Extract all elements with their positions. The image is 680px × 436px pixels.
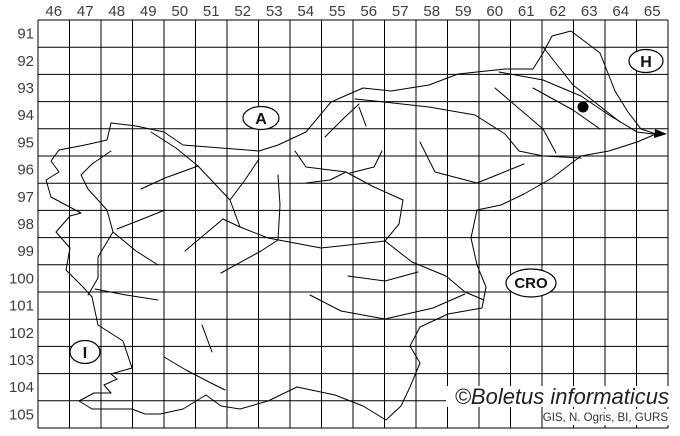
hungary-ellipse [628, 48, 664, 74]
grid-labels: 46 47 48 49 50 51 52 53 54 55 56 57 58 59 60 61 62 63 64 65… [9, 3, 661, 423]
copyright-background [446, 386, 672, 407]
river-sora [184, 218, 241, 252]
credits: ©Boletus informaticus GIS, N. Ogris, BI,… [446, 384, 672, 425]
col-label-46: 46 [45, 3, 62, 20]
river-mura [498, 71, 654, 135]
row-label-92: 92 [17, 53, 34, 70]
row-label-96: 96 [17, 162, 34, 179]
row-label-102: 102 [9, 325, 34, 342]
col-label-59: 59 [455, 3, 472, 20]
col-label-49: 49 [140, 3, 157, 20]
river-ledava [542, 46, 621, 123]
river-drava [354, 98, 582, 159]
country-label-italy: I [69, 339, 101, 365]
col-label-64: 64 [612, 3, 629, 20]
row-label-100: 100 [9, 270, 34, 287]
country-label-croatia: CRO [505, 268, 557, 298]
col-label-48: 48 [108, 3, 125, 20]
river-mislinja [358, 106, 367, 127]
italy-ellipse [69, 339, 101, 365]
col-label-57: 57 [392, 3, 409, 20]
col-label-56: 56 [360, 3, 377, 20]
col-label-50: 50 [171, 3, 188, 20]
austria-letter: A [255, 111, 267, 128]
row-label-94: 94 [17, 107, 34, 124]
river-kokra [229, 158, 260, 201]
italy-letter: I [83, 345, 87, 362]
col-label-63: 63 [581, 3, 598, 20]
river-baca [116, 209, 166, 230]
river-meza [324, 103, 360, 138]
hungary-letter: H [640, 54, 652, 71]
croatia-ellipse [505, 268, 557, 298]
river-dravinja [419, 141, 525, 184]
river-network [80, 46, 667, 391]
attribution-text: GIS, N. Ogris, BI, GURS [543, 412, 669, 424]
col-label-62: 62 [549, 3, 566, 20]
river-soca [80, 150, 114, 296]
col-label-47: 47 [77, 3, 94, 20]
country-label-austria: A [242, 105, 280, 131]
col-label-65: 65 [644, 3, 661, 20]
river-ljubljanica [220, 239, 279, 274]
row-label-105: 105 [9, 406, 34, 423]
river-kamniska-bistrica [277, 174, 281, 241]
row-label-99: 99 [17, 243, 34, 260]
col-label-53: 53 [266, 3, 283, 20]
col-label-60: 60 [486, 3, 503, 20]
col-label-58: 58 [423, 3, 440, 20]
col-label-51: 51 [203, 3, 220, 20]
river-krka [309, 293, 466, 320]
river-reka [163, 356, 226, 391]
row-label-104: 104 [9, 379, 34, 396]
river-dreta [305, 171, 347, 184]
croatia-letters: CRO [514, 275, 548, 292]
river-idrijca [112, 231, 159, 266]
row-label-101: 101 [9, 298, 34, 315]
row-label-98: 98 [17, 216, 34, 233]
mura-outflow-arrow [654, 129, 667, 138]
col-label-61: 61 [518, 3, 535, 20]
river-mirna [347, 271, 419, 282]
row-label-91: 91 [17, 26, 34, 43]
attribution-background [546, 409, 672, 425]
copyright-text: ©Boletus informaticus [455, 384, 669, 409]
slovenia-border [45, 30, 657, 421]
river-sava-bohinjka [140, 165, 199, 190]
river-savinja [294, 150, 404, 242]
row-label-97: 97 [17, 189, 34, 206]
col-label-55: 55 [329, 3, 346, 20]
river-scavnica [532, 87, 601, 130]
row-label-103: 103 [9, 352, 34, 369]
row-label-93: 93 [17, 80, 34, 97]
row-label-95: 95 [17, 134, 34, 151]
mtb-grid-lines [37, 19, 669, 429]
river-pivka [201, 324, 213, 353]
col-label-54: 54 [297, 3, 314, 20]
col-label-52: 52 [234, 3, 251, 20]
occurrence-marker [577, 101, 589, 113]
river-paka [349, 150, 383, 174]
austria-ellipse [242, 105, 280, 131]
river-pesnica [494, 87, 557, 154]
river-vipava [94, 288, 159, 301]
river-sava [150, 131, 485, 301]
country-label-hungary: H [628, 48, 664, 74]
